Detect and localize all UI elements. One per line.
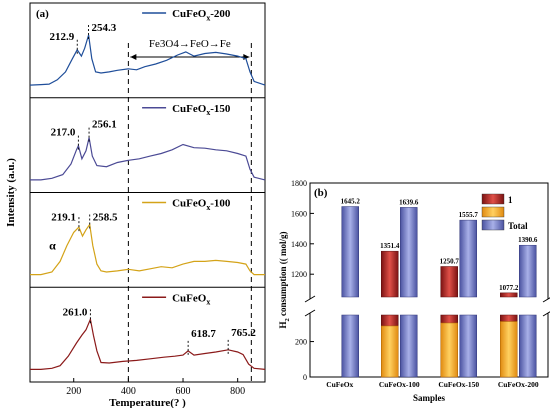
legend-swatch-b (481, 219, 505, 231)
bar-total-lower (459, 314, 477, 378)
legend-swatch-b (481, 193, 505, 205)
legend-label-b: 1 (508, 195, 513, 205)
bar-total (400, 207, 418, 298)
series-line-CuFeOx-200 (29, 34, 266, 86)
peak-label: 261.0 (63, 306, 88, 318)
y-tick-label-b: 1400 (291, 240, 307, 249)
axis-break-mark (304, 309, 316, 317)
legend-label-CuFeOx-150: CuFeOx-150 (172, 103, 231, 117)
legend-label-CuFeOx: CuFeOx (172, 292, 210, 306)
bar-total (459, 219, 477, 298)
plot-frame-b (309, 182, 549, 378)
peak-label: 256.1 (92, 119, 117, 131)
axis-break-mark (542, 297, 550, 303)
axis-break-mark (304, 295, 316, 303)
x-tick-label-a: 600 (176, 386, 191, 397)
peak-label: 258.5 (93, 212, 118, 224)
bar-total-lower (341, 314, 359, 378)
peak-label: 254.3 (92, 22, 117, 34)
panel-label-a: (a) (36, 8, 49, 20)
bar-label-total: 1390.6 (518, 236, 538, 244)
series-line-CuFeOx-100 (30, 222, 265, 276)
bar-label-total: 1639.6 (399, 198, 419, 206)
series-line-CuFeOx-150 (30, 137, 266, 181)
bar-series1 (500, 292, 518, 298)
y-tick-label-b: 1800 (291, 179, 307, 188)
x-axis-label-b: Samples (413, 393, 446, 403)
x-tick-label-a: 200 (66, 386, 81, 397)
series-line-CuFeOx (30, 317, 266, 370)
region-arrow-head-left (130, 54, 137, 60)
bar-series2 (440, 322, 458, 378)
bar-label-total: 1555.7 (459, 211, 479, 219)
y-tick-label-b: 1600 (291, 209, 307, 218)
bar-label-series1: 1077.2 (499, 284, 519, 292)
bar-total-lower (519, 314, 537, 378)
y-tick-label-b: 1200 (291, 270, 307, 279)
peak-label: 618.7 (191, 328, 216, 340)
x-tick-label-a: 400 (121, 386, 136, 397)
peak-label: 219.1 (51, 212, 76, 224)
x-axis-label-a: Temperature(? ) (109, 397, 186, 408)
bar-series1 (381, 250, 399, 298)
panel-a: (a) Fe3O4→FeO→Fe CuFeOx-200 212.9 254.3 CuFeO… (5, 2, 266, 408)
x-tick-label-b: CuFeOx-200 (498, 380, 539, 389)
alpha-label: α (49, 238, 56, 252)
y-tick-label-b: 200 (295, 338, 307, 347)
peak-label: 217.0 (51, 127, 76, 139)
legend-label-CuFeOx-100: CuFeOx-100 (172, 198, 231, 212)
legend-label-b: Total (508, 221, 528, 231)
bar-total (519, 244, 537, 298)
peak-label: 765.2 (231, 327, 256, 339)
axis-break-gap (304, 299, 550, 313)
panel-b: (b)1645.2CuFeOx1351.4288.21639.6CuFeOx-1… (278, 179, 550, 403)
x-tick-label-b: CuFeOx-100 (379, 380, 420, 389)
y-axis-label-b: H2 consumption (( mol/g) (278, 231, 291, 328)
bar-label-series1: 1250.7 (440, 257, 460, 265)
legend-label-CuFeOx-200: CuFeOx-200 (172, 8, 231, 22)
bar-total-lower (400, 314, 418, 378)
panel-label-b: (b) (314, 187, 328, 199)
x-tick-label-b: CuFeOx (326, 380, 353, 389)
bar-series2 (381, 325, 399, 378)
bar-series1 (440, 266, 458, 298)
x-tick-label-a: 800 (230, 386, 245, 397)
peak-label: 212.9 (49, 31, 74, 43)
bar-total (341, 206, 359, 298)
y-tick-label-b: 0 (303, 373, 307, 382)
region-label: Fe3O4→FeO→Fe (149, 38, 231, 50)
bar-series2 (500, 321, 518, 378)
bar-label-total: 1645.2 (341, 198, 361, 206)
legend-swatch-b (481, 206, 505, 218)
bar-label-series1: 1351.4 (380, 242, 400, 250)
axis-break-mark (542, 311, 550, 317)
x-tick-label-b: CuFeOx-150 (438, 380, 479, 389)
y-axis-label-a: Intensity (a.u.) (5, 158, 17, 227)
